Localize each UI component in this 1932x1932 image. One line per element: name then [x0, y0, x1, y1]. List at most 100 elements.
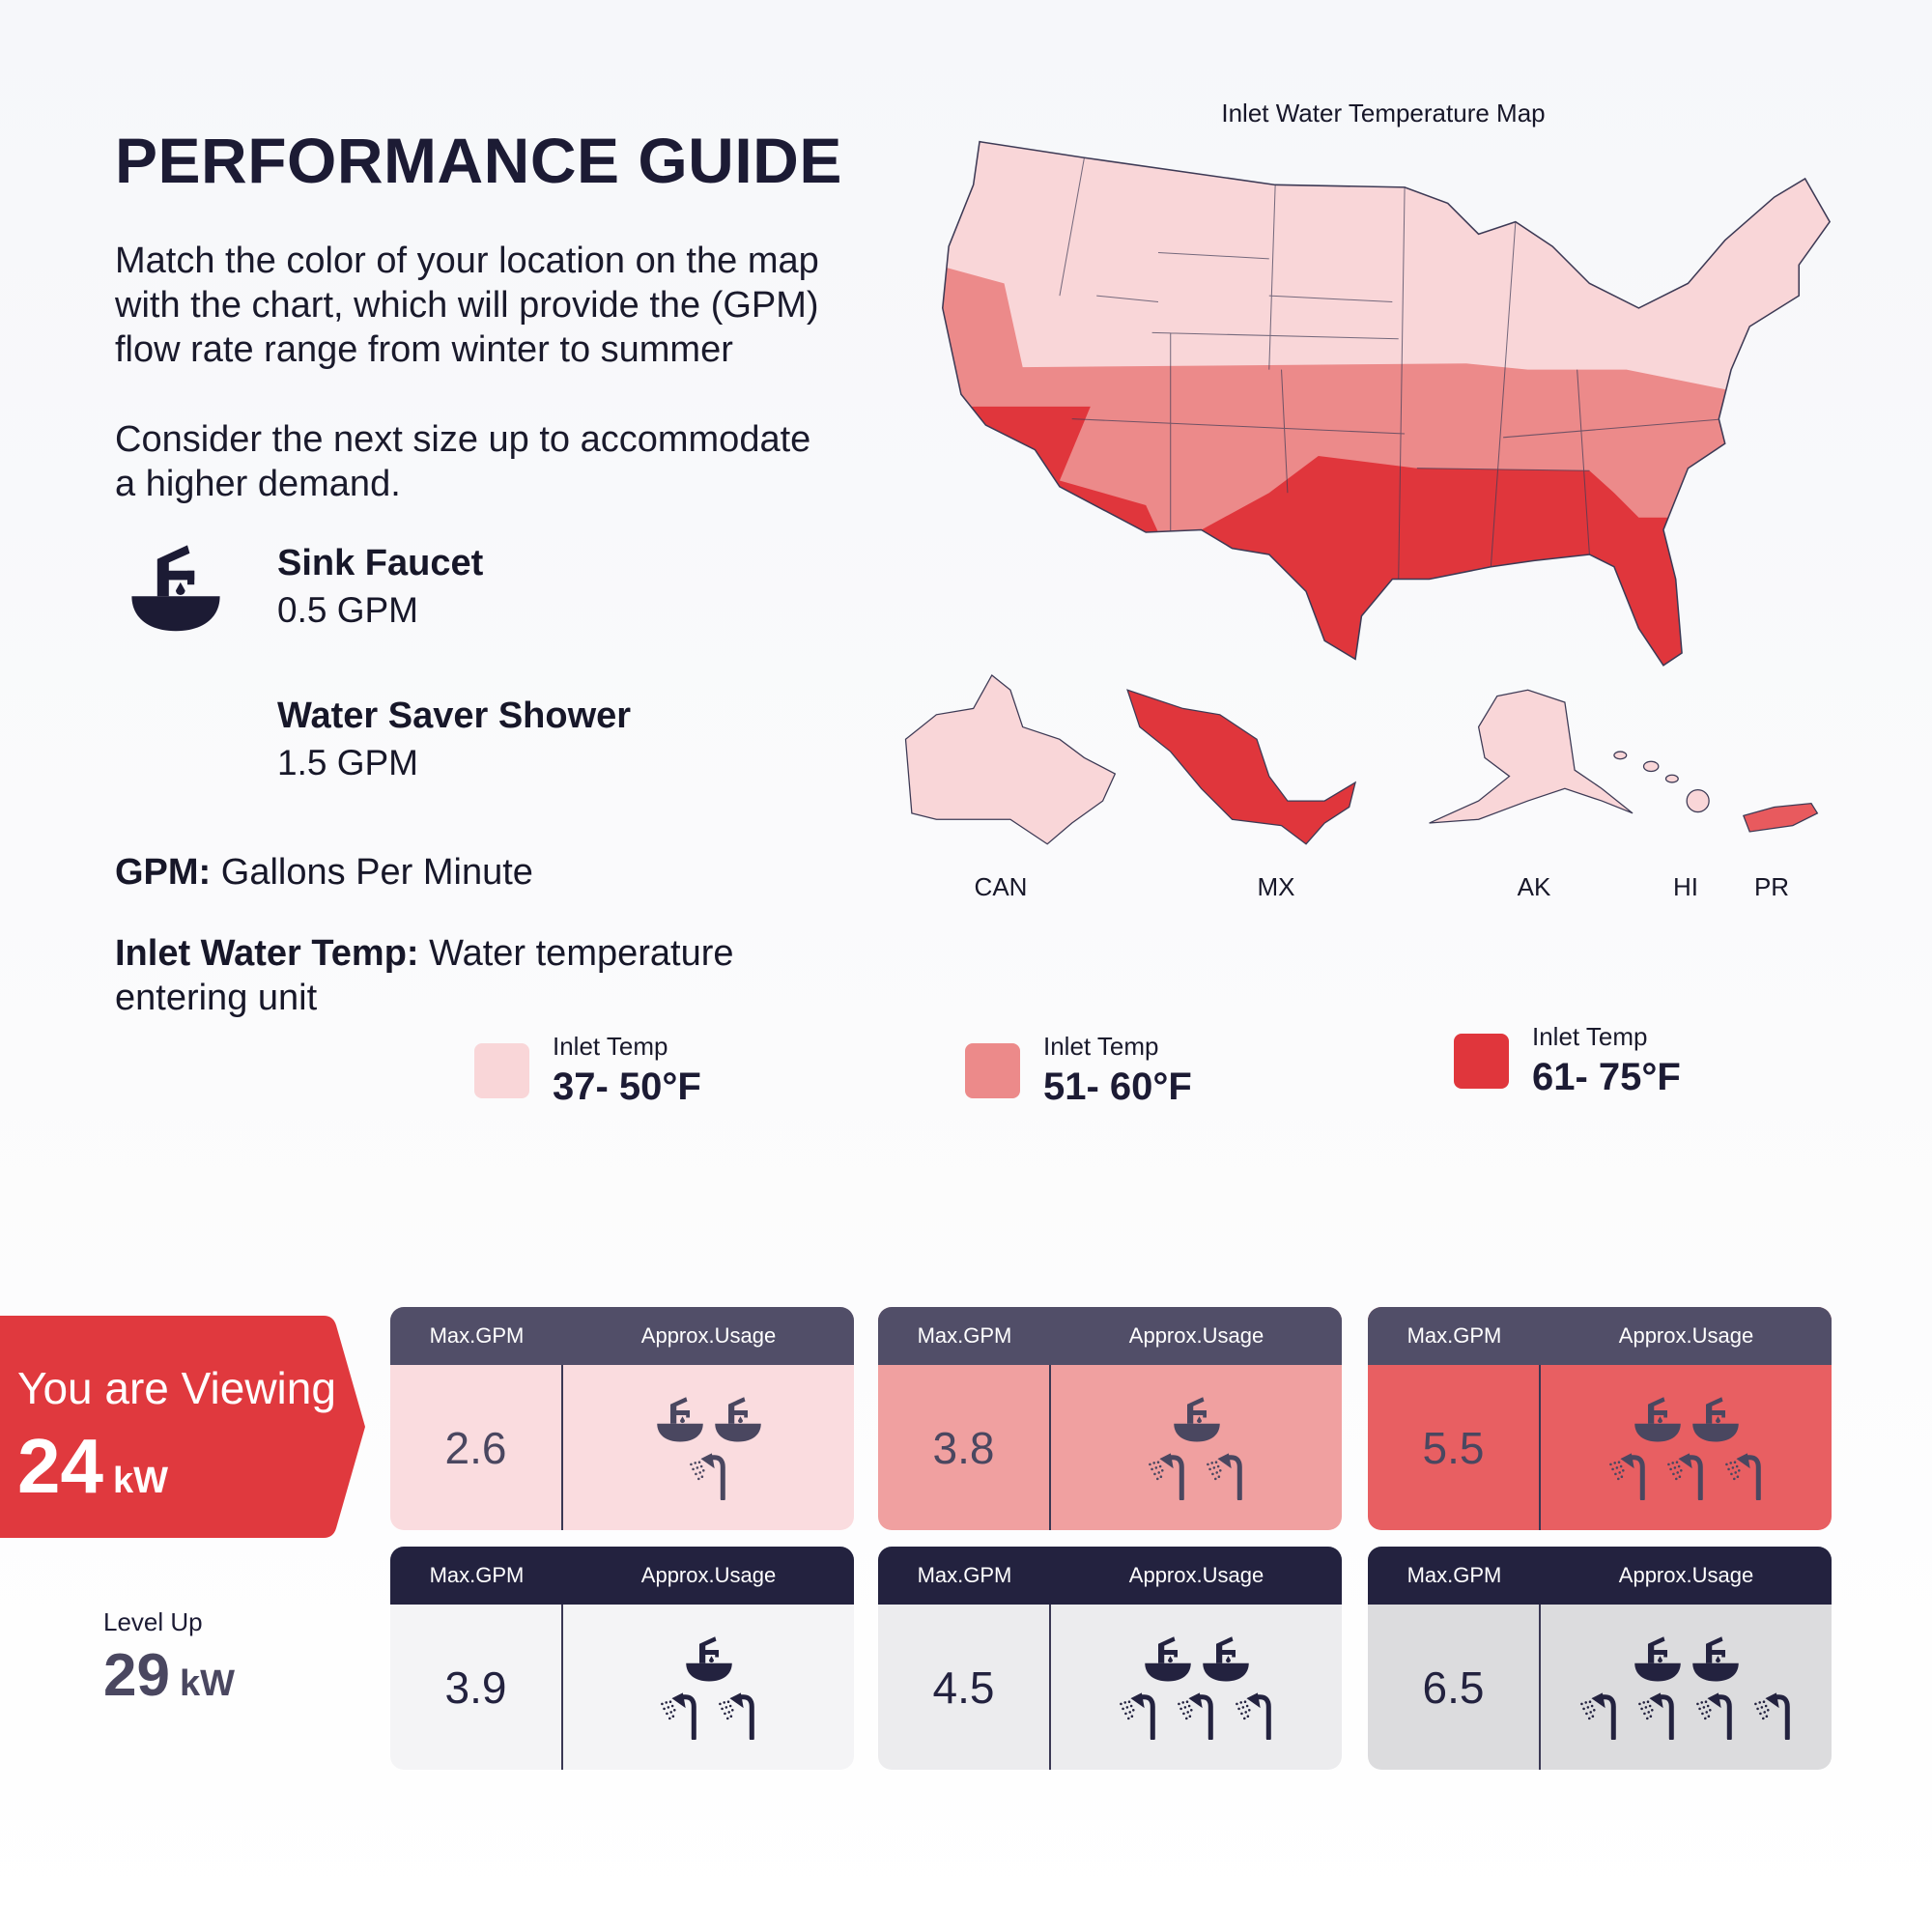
- faucet-icon: [1691, 1635, 1740, 1684]
- inset-hawaii: [1613, 751, 1710, 813]
- intro-line: flow rate range from winter to summer: [115, 329, 733, 370]
- max-gpm-value: 5.5: [1368, 1365, 1541, 1530]
- legend-swatch: [1454, 1033, 1509, 1089]
- consider-text: Consider the next size up to accommodate…: [115, 417, 810, 506]
- fixture-flow: 0.5 GPM: [277, 590, 418, 630]
- shower-icon: [1144, 1452, 1192, 1500]
- header-approx-usage: Approx.Usage: [640, 1563, 777, 1587]
- legend-swatch: [474, 1042, 529, 1098]
- card-body: 2.6: [390, 1365, 854, 1530]
- definition-term: Inlet Water Temp:: [115, 933, 419, 974]
- definition-text: Water temperature entering unit: [115, 933, 734, 1018]
- capacity-card: Max.GPM Approx.Usage 4.5: [878, 1547, 1342, 1770]
- card-header: Max.GPM Approx.Usage: [1368, 1547, 1832, 1605]
- fixture-water-saver-shower: Water Saver Shower 1.5 GPM: [277, 696, 631, 783]
- faucet-icon: [656, 1396, 704, 1444]
- header-approx-usage: Approx.Usage: [1618, 1323, 1754, 1348]
- max-gpm-value: 3.8: [878, 1365, 1051, 1530]
- max-gpm-value: 4.5: [878, 1605, 1051, 1770]
- definition-gpm: GPM: Gallons Per Minute: [115, 850, 868, 895]
- card-header: Max.GPM Approx.Usage: [878, 1547, 1342, 1605]
- inset-alaska: [1429, 689, 1634, 824]
- shower-icon: [1634, 1691, 1682, 1740]
- capacity-card: Max.GPM Approx.Usage 3.9: [390, 1547, 854, 1770]
- capacity-card: Max.GPM Approx.Usage 5.5: [1368, 1307, 1832, 1530]
- approx-usage: [563, 1365, 854, 1530]
- legend-item-mild: Inlet Temp 51- 60°F: [965, 1032, 1192, 1109]
- header-max-gpm: Max.GPM: [1406, 1563, 1502, 1587]
- header-max-gpm: Max.GPM: [429, 1563, 525, 1587]
- faucet-icon: [685, 1635, 733, 1684]
- current-kw-value: 24: [17, 1423, 103, 1509]
- approx-usage: [1051, 1605, 1342, 1770]
- inset-label-hi: HI: [1673, 872, 1698, 901]
- header-max-gpm: Max.GPM: [917, 1323, 1012, 1348]
- fixture-flow: 1.5 GPM: [277, 743, 418, 782]
- card-header: Max.GPM Approx.Usage: [878, 1307, 1342, 1365]
- header-approx-usage: Approx.Usage: [1128, 1563, 1264, 1587]
- shower-icon: [1749, 1691, 1798, 1740]
- shower-icon: [1720, 1452, 1769, 1500]
- inset-puerto-rico: [1743, 802, 1819, 833]
- header-max-gpm: Max.GPM: [429, 1323, 525, 1348]
- region-warm: [942, 406, 1750, 666]
- legend-item-warm: Inlet Temp 61- 75°F: [1454, 1022, 1681, 1099]
- header-max-gpm: Max.GPM: [1406, 1323, 1502, 1348]
- card-body: 3.9: [390, 1605, 854, 1770]
- legend-range: 61- 75°F: [1532, 1056, 1681, 1098]
- faucet-icon: [1634, 1635, 1682, 1684]
- inset-mexico: [1126, 689, 1357, 845]
- shower-icon: [656, 1691, 704, 1740]
- header-approx-usage: Approx.Usage: [1618, 1563, 1754, 1587]
- shower-icon: [1202, 1452, 1250, 1500]
- card-body: 4.5: [878, 1605, 1342, 1770]
- shower-row: [656, 1691, 762, 1740]
- shower-icon: [1231, 1691, 1279, 1740]
- faucet-icon: [714, 1396, 762, 1444]
- shower-icon: [685, 1452, 733, 1500]
- capacity-card: Max.GPM Approx.Usage 3.8: [878, 1307, 1342, 1530]
- faucet-row: [1634, 1396, 1740, 1444]
- inset-label-can: CAN: [974, 872, 1028, 901]
- inset-label-mx: MX: [1257, 872, 1295, 901]
- current-kw-unit: kW: [112, 1461, 168, 1501]
- approx-usage: [1541, 1365, 1832, 1530]
- capacity-card: Max.GPM Approx.Usage 6.5: [1368, 1547, 1832, 1770]
- map-title: Inlet Water Temperature Map: [1221, 99, 1546, 128]
- current-model: You are Viewing 24 kW: [17, 1362, 336, 1511]
- state-borders: [1059, 157, 1725, 580]
- shower-icon: [1173, 1691, 1221, 1740]
- shower-icon: [1576, 1691, 1624, 1740]
- faucet-icon: [1144, 1635, 1192, 1684]
- shower-icon: [1662, 1452, 1711, 1500]
- approx-usage: [563, 1605, 854, 1770]
- level-up-kw-value: 29: [103, 1642, 170, 1709]
- approx-usage: [1541, 1605, 1832, 1770]
- intro-line: with the chart, which will provide the (…: [115, 285, 819, 326]
- header-approx-usage: Approx.Usage: [1128, 1323, 1264, 1348]
- current-label: You are Viewing: [17, 1363, 336, 1413]
- faucet-icon: [1691, 1396, 1740, 1444]
- current-model-banner: [0, 1316, 365, 1538]
- card-body: 3.8: [878, 1365, 1342, 1530]
- legend-item-cold: Inlet Temp 37- 50°F: [474, 1032, 701, 1109]
- card-body: 5.5: [1368, 1365, 1832, 1530]
- shower-icon: [1691, 1691, 1740, 1740]
- level-up-kw-unit: kW: [179, 1663, 235, 1704]
- definition-inlet-temp: Inlet Water Temp: Water temperature ente…: [115, 931, 868, 1020]
- shower-row: [1115, 1691, 1279, 1740]
- shower-icon: [1115, 1691, 1163, 1740]
- inset-label-ak: AK: [1517, 872, 1551, 901]
- approx-usage: [1051, 1365, 1342, 1530]
- faucet-row: [685, 1635, 733, 1684]
- card-header: Max.GPM Approx.Usage: [390, 1547, 854, 1605]
- shower-row: [685, 1452, 733, 1500]
- legend-range: 37- 50°F: [553, 1065, 701, 1108]
- consider-line: a higher demand.: [115, 464, 401, 504]
- level-up-label: Level Up: [103, 1607, 203, 1636]
- faucet-row: [1173, 1396, 1221, 1444]
- header-max-gpm: Max.GPM: [917, 1563, 1012, 1587]
- legend-label: Inlet Temp: [1043, 1032, 1159, 1061]
- fixture-sink-faucet: Sink Faucet 0.5 GPM: [277, 543, 483, 631]
- shower-row: [1605, 1452, 1769, 1500]
